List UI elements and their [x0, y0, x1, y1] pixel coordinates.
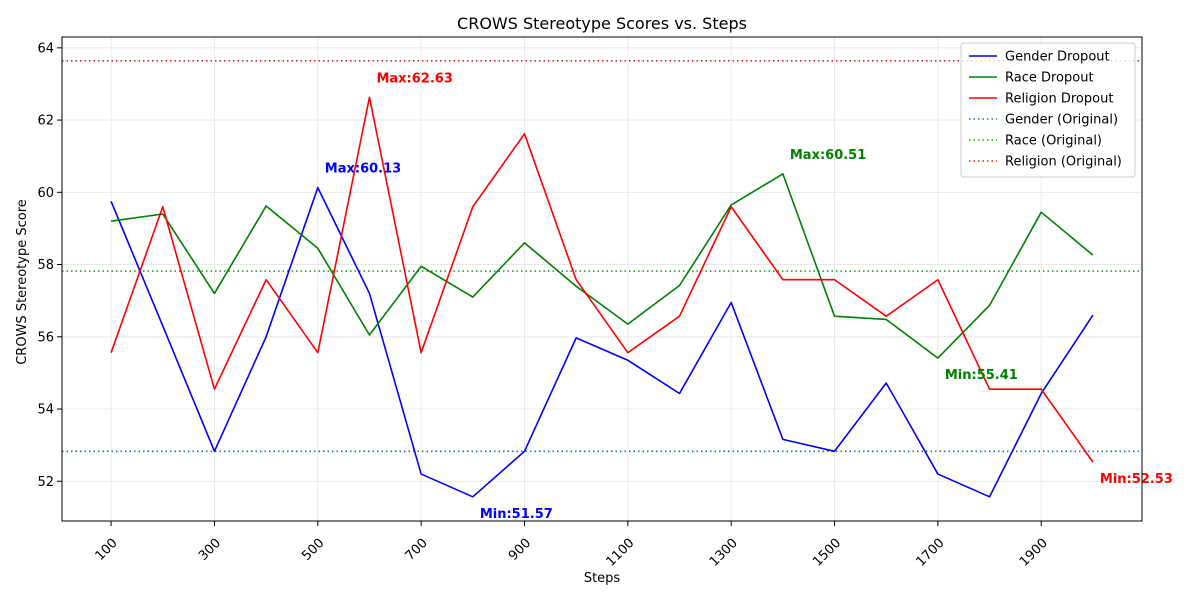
y-tick-label: 58: [37, 258, 54, 273]
x-tick-label: 500: [299, 536, 327, 564]
y-tick-label: 52: [37, 475, 54, 490]
x-tick-label: 900: [506, 536, 534, 564]
series-line: [110, 186, 1094, 498]
x-tick-label: 1500: [810, 536, 844, 570]
annotations: Max:60.13 Min:51.57 Max:60.51 Min:55.41 Max:…: [325, 71, 1173, 521]
y-axis-label: CROWS Stereotype Score: [15, 199, 30, 365]
x-tick-label: 1100: [603, 536, 637, 570]
legend-label: Gender Dropout: [1005, 50, 1110, 65]
x-tick-label: 100: [93, 536, 121, 564]
legend-label: Religion (Original): [1005, 155, 1122, 170]
x-tick-label: 1700: [914, 536, 948, 570]
legend-label: Religion Dropout: [1005, 92, 1113, 107]
legend-box: [960, 42, 1136, 178]
x-tick-label: 300: [196, 536, 224, 564]
data-annotation: Max:62.63: [376, 71, 452, 86]
y-tick-label: 60: [37, 186, 54, 201]
chart-title: CROWS Stereotype Scores vs. Steps: [457, 14, 747, 33]
legend-label: Race Dropout: [1005, 71, 1094, 86]
data-annotation: Min:52.53: [1100, 472, 1173, 487]
series-line: [110, 96, 1094, 463]
x-tick-label: 700: [403, 536, 431, 564]
y-tick-label: 62: [37, 114, 54, 129]
plot-area-frame: [61, 36, 1143, 522]
data-annotation: Min:55.41: [945, 368, 1018, 383]
x-axis-ticks: 100 300 500 700 900 1100 1300 1500 1700 1900: [93, 521, 1051, 570]
legend-label: Race (Original): [1005, 134, 1102, 149]
y-tick-label: 64: [37, 41, 54, 56]
data-annotation: Max:60.13: [325, 162, 401, 177]
data-annotation: Max:60.51: [790, 148, 866, 163]
x-tick-label: 1300: [707, 536, 741, 570]
series-lines: [110, 96, 1094, 498]
data-annotation: Min:51.57: [480, 507, 553, 522]
legend: Gender Dropout Race Dropout Religion Dropo…: [960, 42, 1136, 178]
series-line: [110, 173, 1094, 359]
y-axis-ticks: 52 54 56 58 60 62 64: [37, 41, 62, 490]
y-tick-label: 56: [37, 330, 54, 345]
grid: [62, 37, 1142, 521]
y-tick-label: 54: [37, 403, 54, 418]
legend-label: Gender (Original): [1005, 113, 1118, 128]
x-axis-label: Steps: [584, 571, 621, 586]
x-tick-label: 1900: [1017, 536, 1051, 570]
